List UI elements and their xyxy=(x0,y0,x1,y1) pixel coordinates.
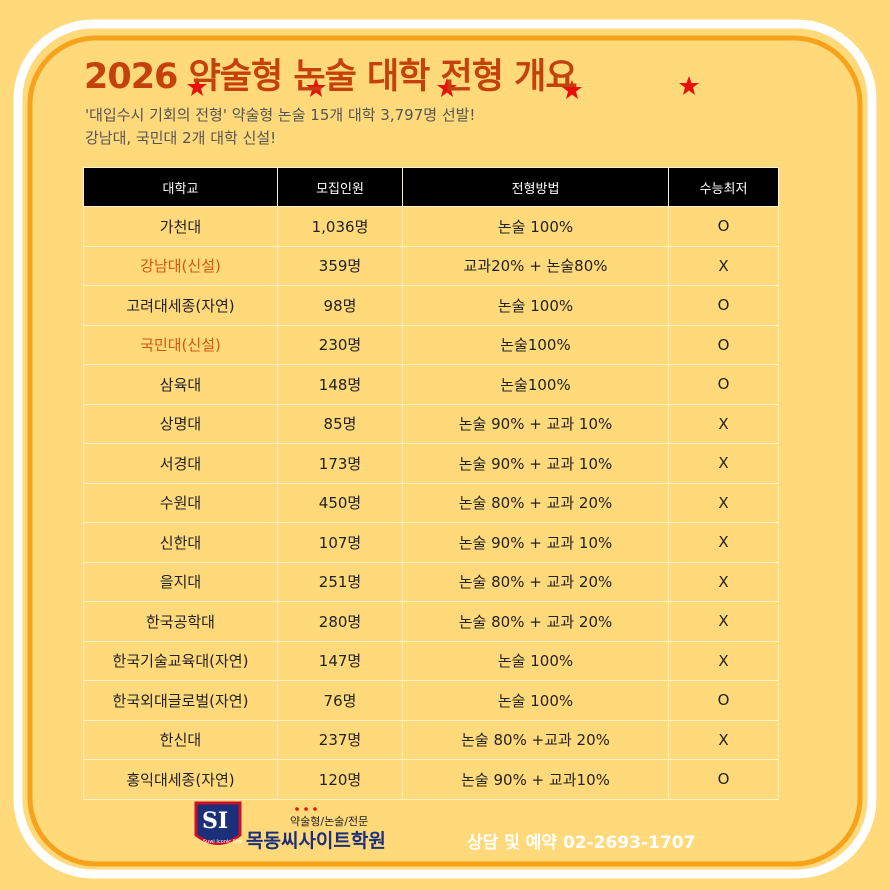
table-cell: 107명 xyxy=(277,522,403,563)
table-cell: O xyxy=(668,285,779,326)
table-cell: 홍익대세종(자연) xyxy=(83,759,278,800)
table-cell: X xyxy=(668,482,779,523)
table-cell: 76명 xyxy=(277,680,403,721)
table-cell: 서경대 xyxy=(83,443,278,484)
table-row: 신한대 107명 논술 90% + 교과 10% X xyxy=(83,522,779,563)
table-cell: 국민대(신설) xyxy=(83,324,278,365)
table-cell: 을지대 xyxy=(83,561,278,602)
table-cell: 수원대 xyxy=(83,482,278,523)
table-cell: 98명 xyxy=(277,285,403,326)
table-cell: 논술 100% xyxy=(402,206,669,247)
table-row: 삼육대 148명 논술100% O xyxy=(83,364,779,405)
table-row: 을지대 251명 논술 80% + 교과 20% X xyxy=(83,561,779,602)
academy: 목동씨사이트학원 xyxy=(246,830,386,852)
table-cell: 삼육대 xyxy=(83,364,278,405)
table-cell: 251명 xyxy=(277,561,403,602)
table-row: 서경대 173명 논술 90% + 교과 10% X xyxy=(83,443,779,484)
table-cell: X xyxy=(668,561,779,602)
table-cell: 논술 80% + 교과 20% xyxy=(402,482,669,523)
table-cell: 한국공학대 xyxy=(83,601,278,642)
table-cell: 상명대 xyxy=(83,403,278,444)
column-header: 대학교 xyxy=(83,167,278,207)
subtitle: '대입수시 기회의 전형' 약술형 논술 15개 대학 3,797명 선발! xyxy=(85,106,476,124)
header-row: 대학교 모집인원 전형방법 수능최저 xyxy=(83,167,779,207)
table-body: 가천대 1,036명 논술 100% O 강남대(신설) 359명 교과20% + 논술80… xyxy=(83,206,779,800)
table-cell: 한신대 xyxy=(83,719,278,760)
contact: 상담 및 예약 02-2693-1707 xyxy=(467,833,696,853)
table-cell: 450명 xyxy=(277,482,403,523)
table-cell: 논술 100% xyxy=(402,680,669,721)
table-cell: 논술 80% + 교과 20% xyxy=(402,561,669,602)
table: 대학교 모집인원 전형방법 수능최저 가천대 1,036명 논술 100% O 강남대(신설)… xyxy=(83,167,779,800)
table-cell: 173명 xyxy=(277,443,403,484)
table-cell: X xyxy=(668,719,779,760)
table-cell: O xyxy=(668,324,779,365)
table-row: 고려대세종(자연) 98명 논술 100% O xyxy=(83,285,779,326)
table-row: 수원대 450명 논술 80% + 교과 20% X xyxy=(83,482,779,523)
subtitle: 강남대, 국민대 2개 대학 신설! xyxy=(85,129,277,147)
table-row: 강남대(신설) 359명 교과20% + 논술80% X xyxy=(83,245,779,286)
logo-tagline: Suwi Iconic Site xyxy=(203,839,243,845)
table-row: 가천대 1,036명 논술 100% O xyxy=(83,206,779,247)
table-cell: X xyxy=(668,443,779,484)
table-row: 상명대 85명 논술 90% + 교과 10% X xyxy=(83,403,779,444)
table-cell: 가천대 xyxy=(83,206,278,247)
table-cell: O xyxy=(668,206,779,247)
table-cell: 359명 xyxy=(277,245,403,286)
table-cell: 논술 90% + 교과10% xyxy=(402,759,669,800)
table-cell: 한국기술교육대(자연) xyxy=(83,640,278,681)
table-row: 국민대(신설) 230명 논술100% O xyxy=(83,324,779,365)
table-cell: O xyxy=(668,364,779,405)
table-cell: 한국외대글로벌(자연) xyxy=(83,680,278,721)
title: 2026 약술형 논술 대학 전형 개요 xyxy=(84,57,578,97)
subject: 약술형/논술/전문 xyxy=(290,815,369,828)
table-cell: 교과20% + 논술80% xyxy=(402,245,669,286)
table-cell: 논술 100% xyxy=(402,285,669,326)
table-row: 한국기술교육대(자연) 147명 논술 100% X xyxy=(83,640,779,681)
table-cell: 120명 xyxy=(277,759,403,800)
table-cell: 논술 90% + 교과 10% xyxy=(402,522,669,563)
table-cell: 강남대(신설) xyxy=(83,245,278,286)
table-row: 한국공학대 280명 논술 80% + 교과 20% X xyxy=(83,601,779,642)
table-row: 한신대 237명 논술 80% +교과 20% X xyxy=(83,719,779,760)
table-cell: 논술 90% + 교과 10% xyxy=(402,443,669,484)
table-cell: 230명 xyxy=(277,324,403,365)
column-header: 모집인원 xyxy=(277,167,403,207)
column-header: 수능최저 xyxy=(668,167,779,207)
table-cell: O xyxy=(668,680,779,721)
table-cell: 85명 xyxy=(277,403,403,444)
table-cell: 고려대세종(자연) xyxy=(83,285,278,326)
table-cell: X xyxy=(668,640,779,681)
table-cell: 237명 xyxy=(277,719,403,760)
table-cell: X xyxy=(668,522,779,563)
table-cell: 147명 xyxy=(277,640,403,681)
table-cell: 280명 xyxy=(277,601,403,642)
table-cell: 148명 xyxy=(277,364,403,405)
table-cell: X xyxy=(668,403,779,444)
table-cell: 1,036명 xyxy=(277,206,403,247)
column-header: 전형방법 xyxy=(402,167,669,207)
table-cell: X xyxy=(668,245,779,286)
table-cell: O xyxy=(668,759,779,800)
table-cell: 신한대 xyxy=(83,522,278,563)
table-cell: X xyxy=(668,601,779,642)
table-row: 한국외대글로벌(자연) 76명 논술 100% O xyxy=(83,680,779,721)
logo-mark: SI xyxy=(202,808,229,834)
table-cell: 논술100% xyxy=(402,324,669,365)
table-cell: 논술 90% + 교과 10% xyxy=(402,403,669,444)
table-cell: 논술 100% xyxy=(402,640,669,681)
table-row: 홍익대세종(자연) 120명 논술 90% + 교과10% O xyxy=(83,759,779,800)
table-cell: 논술100% xyxy=(402,364,669,405)
table-cell: 논술 80% + 교과 20% xyxy=(402,601,669,642)
table-cell: 논술 80% +교과 20% xyxy=(402,719,669,760)
